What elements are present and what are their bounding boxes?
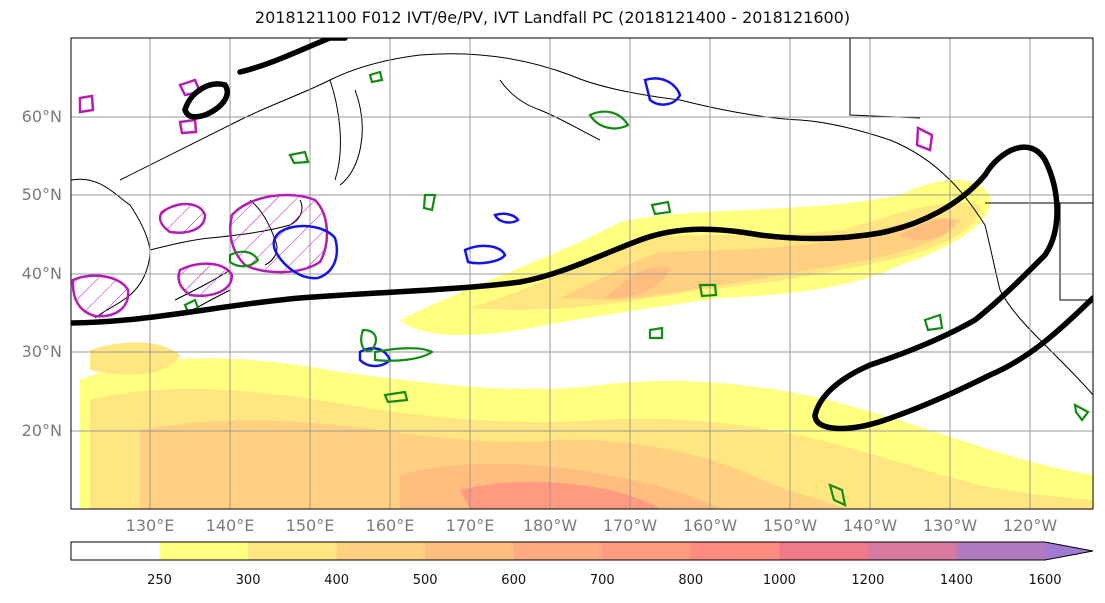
lat-label-60n: 60°N [21, 107, 62, 126]
colorbar-cell [602, 542, 692, 560]
ivt-shading [80, 180, 1093, 509]
colorbar-cell [248, 542, 338, 560]
colorbar-cell [956, 542, 1046, 560]
colorbar-tick-label: 1200 [851, 573, 885, 588]
colorbar-tick-label: 1400 [939, 573, 973, 588]
colorbar-tick-label: 250 [147, 573, 172, 588]
map-frame [70, 37, 1094, 510]
colorbar-cell [71, 542, 161, 560]
lat-label-40n: 40°N [21, 264, 62, 283]
colorbar-tick-label: 400 [324, 573, 350, 588]
colorbar-tick-label: 600 [501, 573, 527, 588]
colorbar-tick-label: 1600 [1028, 573, 1062, 588]
lon-label-170w: 170°W [602, 516, 658, 535]
lat-label-30n: 30°N [21, 342, 62, 361]
colorbar-extension [1045, 542, 1093, 560]
lon-label-160w: 160°W [682, 516, 738, 535]
lon-label-140w: 140°W [842, 516, 898, 535]
lat-label-20n: 20°N [21, 421, 62, 440]
lon-label-120w: 120°W [1002, 516, 1058, 535]
landfall-pc-contours [71, 38, 1093, 432]
lon-label-150e: 150°E [285, 516, 335, 535]
map-title: 2018121100 F012 IVT/θe/PV, IVT Landfall … [254, 8, 851, 27]
colorbar-tick-label: 300 [235, 573, 261, 588]
lon-label-170e: 170°E [445, 516, 495, 535]
colorbar-cell [425, 542, 515, 560]
colorbar-cell [779, 542, 869, 560]
ivt-green-contours [183, 70, 1090, 507]
colorbar [70, 541, 1094, 561]
colorbar-tick-label: 800 [678, 573, 704, 588]
lat-label-50n: 50°N [21, 185, 62, 204]
theta-e-contours [272, 77, 682, 368]
colorbar-cell [867, 542, 957, 560]
colorbar-cell [690, 542, 780, 560]
lon-label-160e: 160°E [365, 516, 415, 535]
lon-label-130w: 130°W [922, 516, 978, 535]
lon-label-140e: 140°E [205, 516, 255, 535]
colorbar-cell [159, 542, 249, 560]
lon-label-150w: 150°W [762, 516, 818, 535]
colorbar-cell [513, 542, 603, 560]
colorbar-tick-label: 500 [412, 573, 438, 588]
lon-label-180w: 180°W [522, 516, 578, 535]
colorbar-cell [336, 542, 426, 560]
lon-label-130e: 130°E [125, 516, 175, 535]
colorbar-tick-label: 1000 [762, 573, 796, 588]
colorbar-tick-label: 700 [589, 573, 615, 588]
